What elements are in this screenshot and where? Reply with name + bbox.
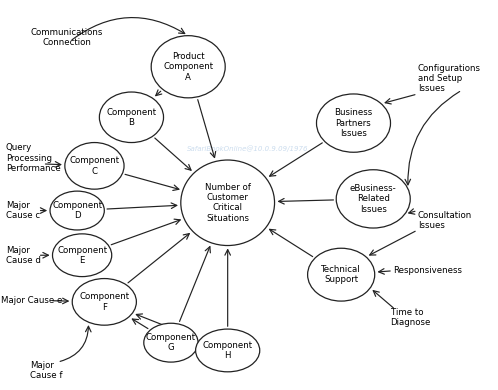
Text: Component
C: Component C: [69, 156, 120, 176]
Text: Component
E: Component E: [57, 246, 107, 265]
Text: Responsiveness: Responsiveness: [393, 266, 462, 275]
Ellipse shape: [52, 234, 112, 277]
Text: Major
Cause d: Major Cause d: [5, 246, 40, 265]
Text: Time to
Diagnose: Time to Diagnose: [390, 308, 431, 327]
Text: Technical
Support: Technical Support: [321, 265, 361, 284]
Text: Component
H: Component H: [203, 341, 253, 360]
Ellipse shape: [50, 191, 104, 230]
Text: Component
B: Component B: [107, 108, 156, 127]
Text: Communications
Connection: Communications Connection: [30, 28, 103, 47]
Ellipse shape: [144, 323, 198, 362]
Text: Product
Component
A: Product Component A: [163, 52, 213, 82]
Ellipse shape: [72, 278, 136, 325]
Text: Major Cause e: Major Cause e: [0, 296, 62, 305]
Text: Component
D: Component D: [52, 201, 102, 220]
Text: Consultation
Issues: Consultation Issues: [418, 211, 472, 230]
Text: Configurations
and Setup
Issues: Configurations and Setup Issues: [418, 64, 481, 93]
Text: Component
F: Component F: [79, 292, 129, 312]
Ellipse shape: [196, 329, 260, 372]
Ellipse shape: [317, 94, 390, 152]
Text: Major
Cause f: Major Cause f: [30, 361, 63, 380]
Text: Number of
Customer
Critical
Situations: Number of Customer Critical Situations: [205, 183, 250, 223]
Ellipse shape: [308, 248, 374, 301]
Text: Query
Processing
Performance: Query Processing Performance: [5, 143, 60, 173]
Ellipse shape: [336, 170, 410, 228]
Text: eBusiness-
Related
Issues: eBusiness- Related Issues: [350, 184, 396, 214]
Ellipse shape: [151, 35, 225, 98]
Ellipse shape: [65, 142, 124, 189]
Ellipse shape: [181, 160, 274, 246]
Text: SafariBookOnline@10.0.9.09/1976: SafariBookOnline@10.0.9.09/1976: [187, 145, 308, 152]
Text: Major
Cause c: Major Cause c: [5, 201, 40, 220]
Ellipse shape: [100, 92, 163, 142]
Text: Business
Partners
Issues: Business Partners Issues: [334, 108, 373, 138]
Text: Component
G: Component G: [146, 333, 196, 353]
